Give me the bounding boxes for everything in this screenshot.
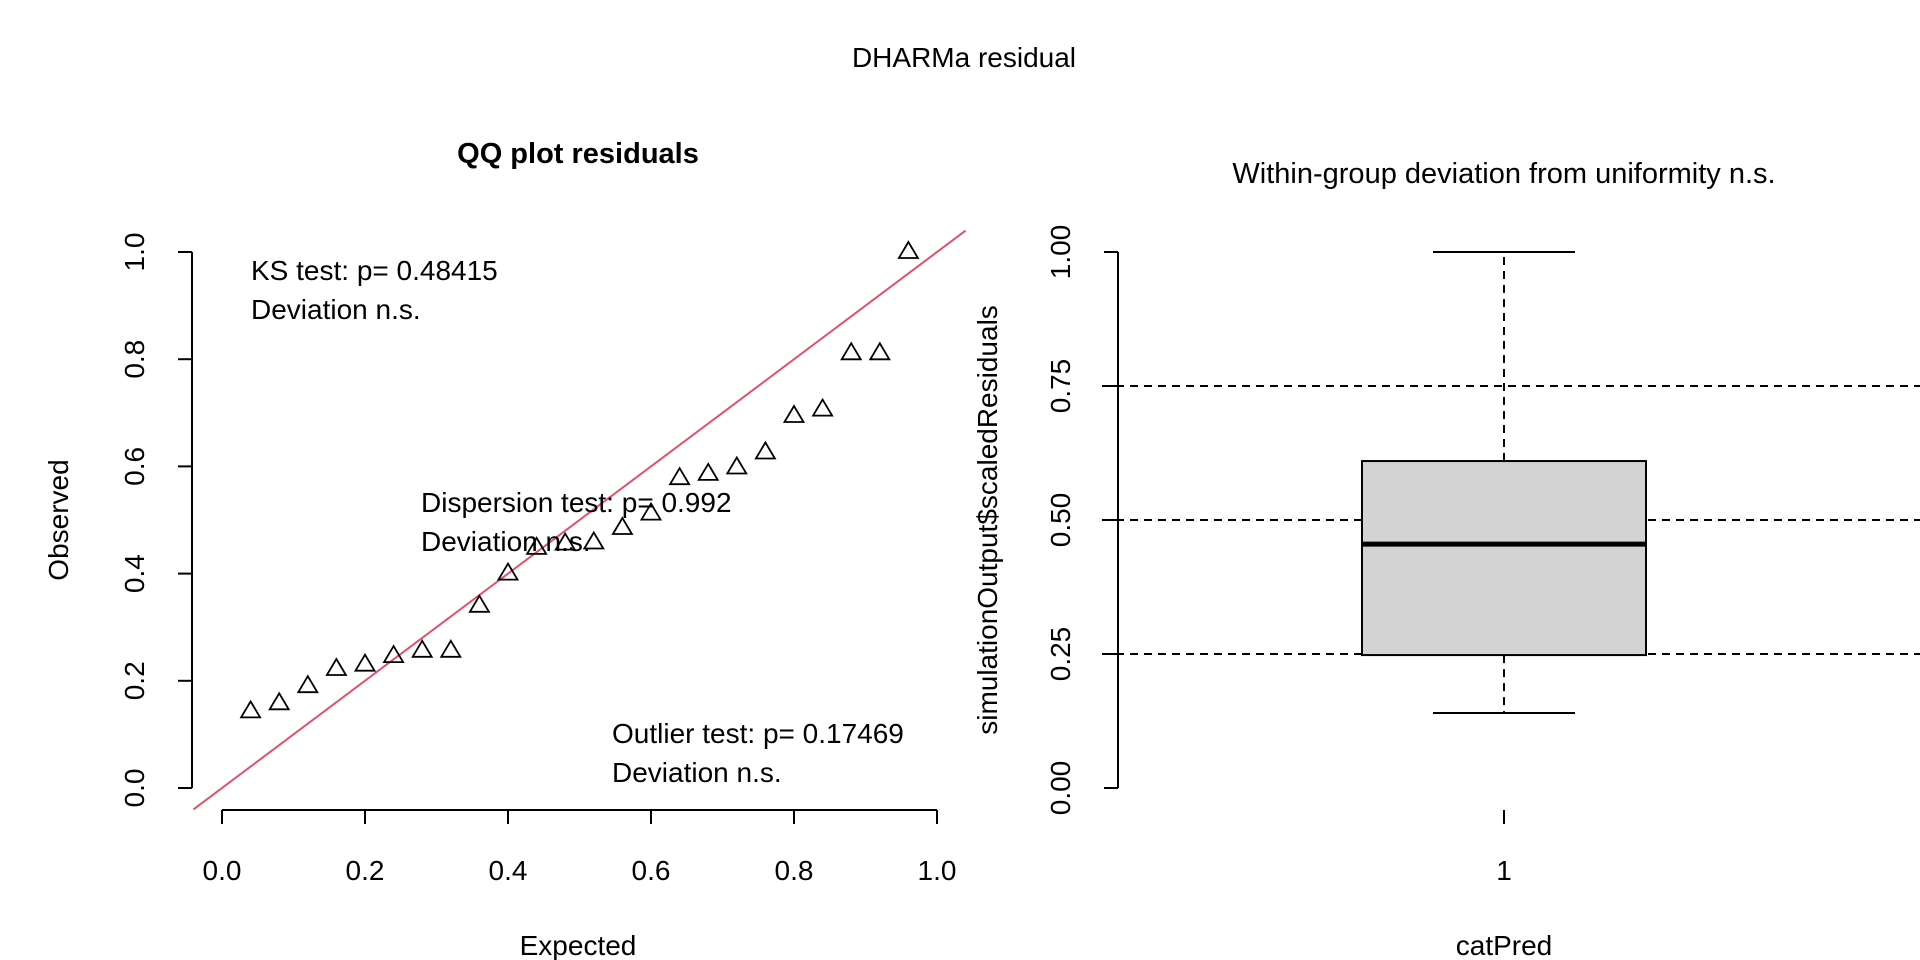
qq-axes: 0.0 0.2 0.4 0.6 0.8 1.0 0.0 0.2 0.4 0.6 0.8 1.0 — [119, 233, 956, 886]
qq-point — [754, 440, 777, 460]
qq-point — [554, 531, 577, 551]
boxplot-panel: Within-group deviation from uniformity n… — [972, 158, 1920, 960]
qq-y-tick-label: 1.0 — [119, 233, 150, 272]
qq-point — [468, 594, 491, 613]
qq-point — [668, 466, 691, 486]
ks-deviation-text: Deviation n.s. — [251, 294, 421, 325]
qq-x-axis-label: Expected — [520, 930, 637, 960]
qq-x-tick-label: 0.6 — [632, 855, 671, 886]
dispersion-test-text: Dispersion test: p= 0.992 — [421, 487, 732, 518]
qq-y-tick-label: 0.4 — [119, 554, 150, 593]
qq-point — [639, 501, 663, 521]
qq-y-tick-label: 0.6 — [119, 447, 150, 486]
boxplot-x-axis-label: catPred — [1456, 930, 1553, 960]
qq-y-tick-label: 0.8 — [119, 340, 150, 379]
qq-point — [382, 644, 405, 663]
qq-point — [439, 639, 462, 658]
boxplot-axes: 0.00 0.25 0.50 0.75 1.00 1 — [1045, 225, 1512, 886]
qq-point — [782, 404, 806, 423]
qq-points — [239, 240, 920, 719]
boxplot-box — [1361, 460, 1647, 657]
qq-point — [811, 397, 834, 417]
qq-point — [840, 341, 863, 361]
qq-plot-title: QQ plot residuals — [457, 138, 699, 170]
boxplot-y-tick-label: 0.75 — [1045, 359, 1076, 414]
ks-test-text: KS test: p= 0.48415 — [251, 255, 498, 286]
boxplot-marks — [1361, 251, 1647, 714]
qq-point — [697, 462, 720, 481]
qq-y-tick-label: 0.0 — [119, 769, 150, 808]
qq-point — [496, 561, 520, 581]
qq-point — [411, 639, 434, 658]
qq-point — [582, 530, 605, 550]
qq-y-axis-label: Observed — [43, 459, 74, 580]
qq-x-tick-label: 0.8 — [775, 855, 814, 886]
qq-x-tick-label: 0.4 — [489, 855, 528, 886]
qq-x-tick-label: 1.0 — [918, 855, 957, 886]
qq-point — [353, 652, 377, 672]
qq-point — [239, 699, 262, 719]
qq-plot-panel: QQ plot residuals Expected Observed 0.0 0… — [43, 138, 967, 960]
qq-x-tick-label: 0.2 — [346, 855, 385, 886]
boxplot-y-tick-label: 0.25 — [1045, 627, 1076, 682]
qq-point — [868, 341, 891, 361]
boxplot-y-tick-label: 0.00 — [1045, 761, 1076, 816]
qq-point — [725, 455, 748, 475]
qq-point — [897, 240, 920, 259]
qq-y-tick-label: 0.2 — [119, 661, 150, 700]
qq-x-tick-label: 0.0 — [203, 855, 242, 886]
qq-point — [611, 516, 634, 535]
boxplot-x-tick-label: 1 — [1496, 855, 1512, 886]
boxplot-title: Within-group deviation from uniformity n… — [1232, 158, 1775, 190]
figure-title: DHARMa residual — [852, 42, 1076, 73]
dispersion-deviation-text: Deviation n.s. — [421, 526, 591, 557]
outlier-deviation-text: Deviation n.s. — [612, 757, 782, 788]
qq-reference-line-path — [192, 229, 967, 811]
outlier-test-text: Outlier test: p= 0.17469 — [612, 718, 904, 749]
qq-reference-line — [192, 229, 967, 811]
boxplot-y-tick-label: 1.00 — [1045, 225, 1076, 280]
qq-point — [525, 536, 548, 555]
boxplot-y-tick-label: 0.50 — [1045, 493, 1076, 548]
qq-point — [296, 674, 319, 694]
boxplot-y-axis-label: simulationOutput$scaledResiduals — [972, 305, 1003, 735]
qq-point — [325, 657, 348, 676]
qq-point — [268, 691, 291, 711]
